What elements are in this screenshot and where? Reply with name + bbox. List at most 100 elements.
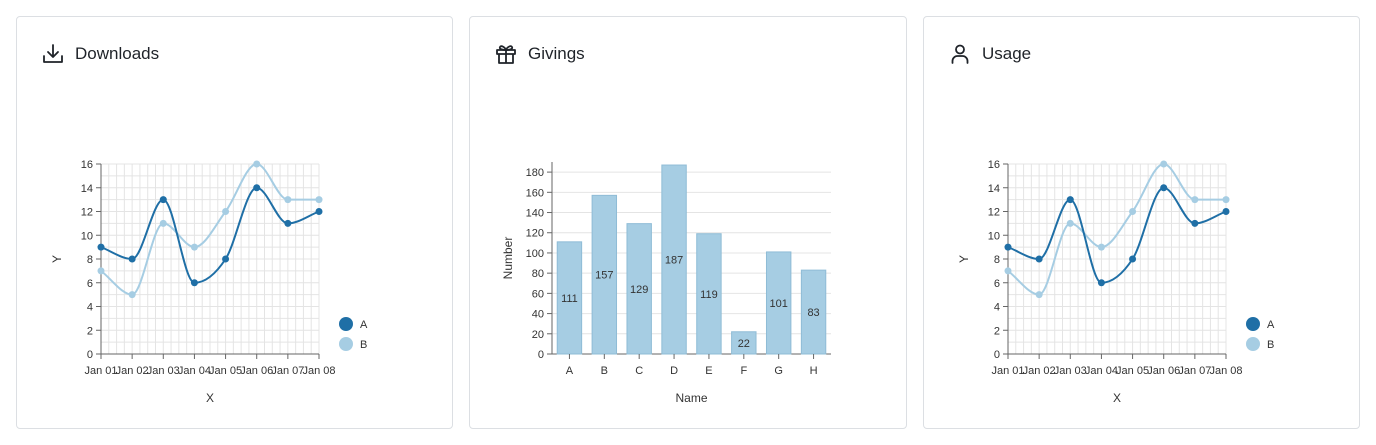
data-point-b — [1066, 219, 1074, 227]
x-tick-label: A — [566, 365, 574, 377]
legend-label-b: B — [360, 339, 367, 351]
data-point-b — [1129, 208, 1137, 215]
legend-label-a: A — [360, 319, 368, 331]
card-title: Usage — [982, 44, 1032, 63]
data-point-b — [284, 196, 292, 204]
x-tick-label: Jan 08 — [302, 365, 335, 377]
y-tick-label: 2 — [87, 325, 93, 337]
data-point-a — [1129, 255, 1137, 263]
data-point-a — [1066, 196, 1074, 204]
legend-swatch-b — [339, 337, 353, 351]
card-title: Givings — [528, 44, 585, 63]
series-line-a — [1007, 186, 1227, 284]
data-point-a — [284, 219, 292, 227]
x-tick-label: Jan 04 — [1085, 365, 1118, 377]
data-point-a — [253, 184, 261, 192]
card-header: Downloads — [41, 41, 159, 67]
bar-value-label: 22 — [738, 338, 750, 350]
y-tick-label: 14 — [988, 183, 1000, 195]
data-point-b — [190, 243, 198, 251]
data-point-b — [315, 196, 323, 204]
y-tick-label: 16 — [988, 159, 1000, 171]
y-tick-label: 12 — [988, 207, 1000, 219]
x-tick-label: Jan 08 — [1209, 365, 1242, 377]
y-tick-label: 100 — [526, 248, 544, 260]
y-tick-label: 20 — [532, 329, 544, 341]
data-point-a — [315, 208, 323, 215]
legend-swatch-b — [1246, 337, 1260, 351]
x-tick-label: Jan 05 — [209, 365, 242, 377]
x-tick-label: G — [774, 365, 783, 377]
x-tick-label: Jan 06 — [1147, 365, 1180, 377]
data-point-b — [1222, 196, 1230, 204]
y-tick-label: 14 — [81, 183, 93, 195]
x-tick-label: Jan 02 — [1023, 365, 1056, 377]
card-title: Downloads — [75, 44, 160, 63]
x-tick-label: C — [635, 365, 643, 377]
y-axis-label: Number — [501, 237, 515, 280]
givings-card: Givings 0 20 40 60 80 100 120 140 160 180 111 A 157 B… — [469, 16, 907, 429]
y-tick-label: 40 — [532, 309, 544, 321]
data-point-a — [1035, 255, 1043, 263]
bar-value-label: 157 — [595, 270, 613, 282]
x-tick-label: Jan 03 — [1054, 365, 1087, 377]
bar-a — [556, 241, 583, 355]
data-point-b — [159, 219, 167, 227]
bar-e — [696, 233, 722, 355]
x-tick-label: Jan 07 — [1178, 365, 1211, 377]
series-line-a — [100, 186, 320, 284]
series-line-b — [1007, 162, 1226, 296]
data-point-b — [1160, 160, 1168, 168]
y-tick-label: 2 — [994, 325, 1000, 337]
series-line-b — [100, 162, 319, 296]
data-point-b — [1097, 243, 1105, 251]
usage-card: Usage 0 2 4 6 8 10 12 14 16 Jan 01 Jan 02 Jan 03 Jan… — [923, 16, 1360, 429]
data-point-a — [159, 196, 167, 204]
data-point-a — [1160, 184, 1168, 192]
x-tick-label: E — [705, 365, 712, 377]
bar-d — [661, 164, 687, 355]
x-tick-label: Jan 06 — [240, 365, 273, 377]
data-point-a — [1004, 243, 1012, 251]
x-tick-label: Jan 03 — [147, 365, 180, 377]
x-tick-label: Jan 02 — [116, 365, 149, 377]
legend-swatch-a — [339, 317, 353, 331]
y-tick-label: 6 — [87, 278, 93, 290]
x-axis-label: X — [206, 391, 214, 405]
data-point-b — [222, 208, 230, 215]
bar-c — [626, 223, 652, 355]
data-point-a — [128, 255, 136, 263]
bar-b — [591, 194, 618, 355]
download-icon — [43, 44, 63, 63]
bar-value-label: 101 — [770, 298, 788, 310]
y-tick-label: 8 — [87, 254, 93, 266]
data-point-a — [1191, 219, 1199, 227]
data-point-b — [253, 160, 261, 168]
y-tick-label: 12 — [81, 207, 93, 219]
data-point-a — [97, 243, 105, 251]
y-tick-label: 60 — [532, 288, 544, 300]
y-axis-label: Y — [50, 255, 64, 263]
data-point-a — [1097, 279, 1105, 287]
y-tick-label: 4 — [87, 302, 93, 314]
y-tick-label: 6 — [994, 278, 1000, 290]
bar-value-label: 83 — [807, 307, 819, 319]
card-header: Givings — [494, 41, 585, 67]
x-axis-label: X — [1113, 391, 1121, 405]
data-point-a — [190, 279, 198, 287]
y-tick-label: 160 — [526, 187, 544, 199]
bar-g — [765, 251, 792, 355]
x-tick-label: F — [740, 365, 747, 377]
y-tick-label: 10 — [988, 230, 1000, 242]
x-tick-label: Jan 07 — [271, 365, 304, 377]
y-tick-label: 80 — [532, 268, 544, 280]
x-tick-label: D — [670, 365, 678, 377]
bar-value-label: 129 — [630, 284, 648, 296]
legend-label-a: A — [1267, 319, 1275, 331]
x-tick-label: Jan 05 — [1116, 365, 1149, 377]
y-tick-label: 10 — [81, 230, 93, 242]
y-tick-label: 4 — [994, 302, 1000, 314]
x-tick-label: Jan 04 — [178, 365, 211, 377]
